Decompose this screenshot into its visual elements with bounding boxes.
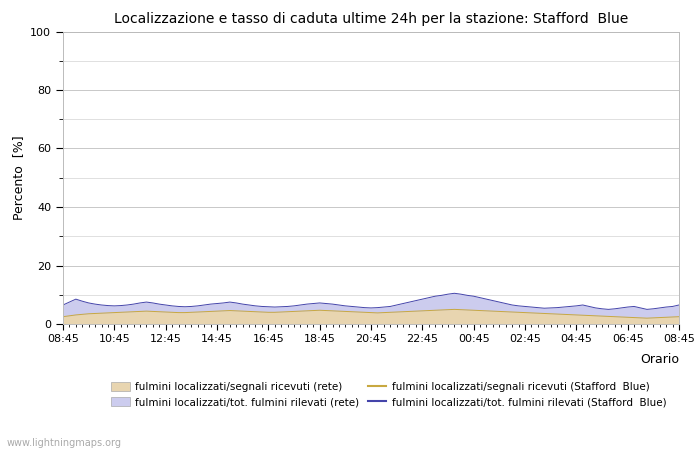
Text: Orario: Orario: [640, 353, 679, 366]
Title: Localizzazione e tasso di caduta ultime 24h per la stazione: Stafford  Blue: Localizzazione e tasso di caduta ultime …: [114, 12, 628, 26]
Legend: fulmini localizzati/segnali ricevuti (rete), fulmini localizzati/tot. fulmini ri: fulmini localizzati/segnali ricevuti (re…: [111, 382, 666, 407]
Text: www.lightningmaps.org: www.lightningmaps.org: [7, 438, 122, 448]
Y-axis label: Percento  [%]: Percento [%]: [12, 135, 24, 220]
